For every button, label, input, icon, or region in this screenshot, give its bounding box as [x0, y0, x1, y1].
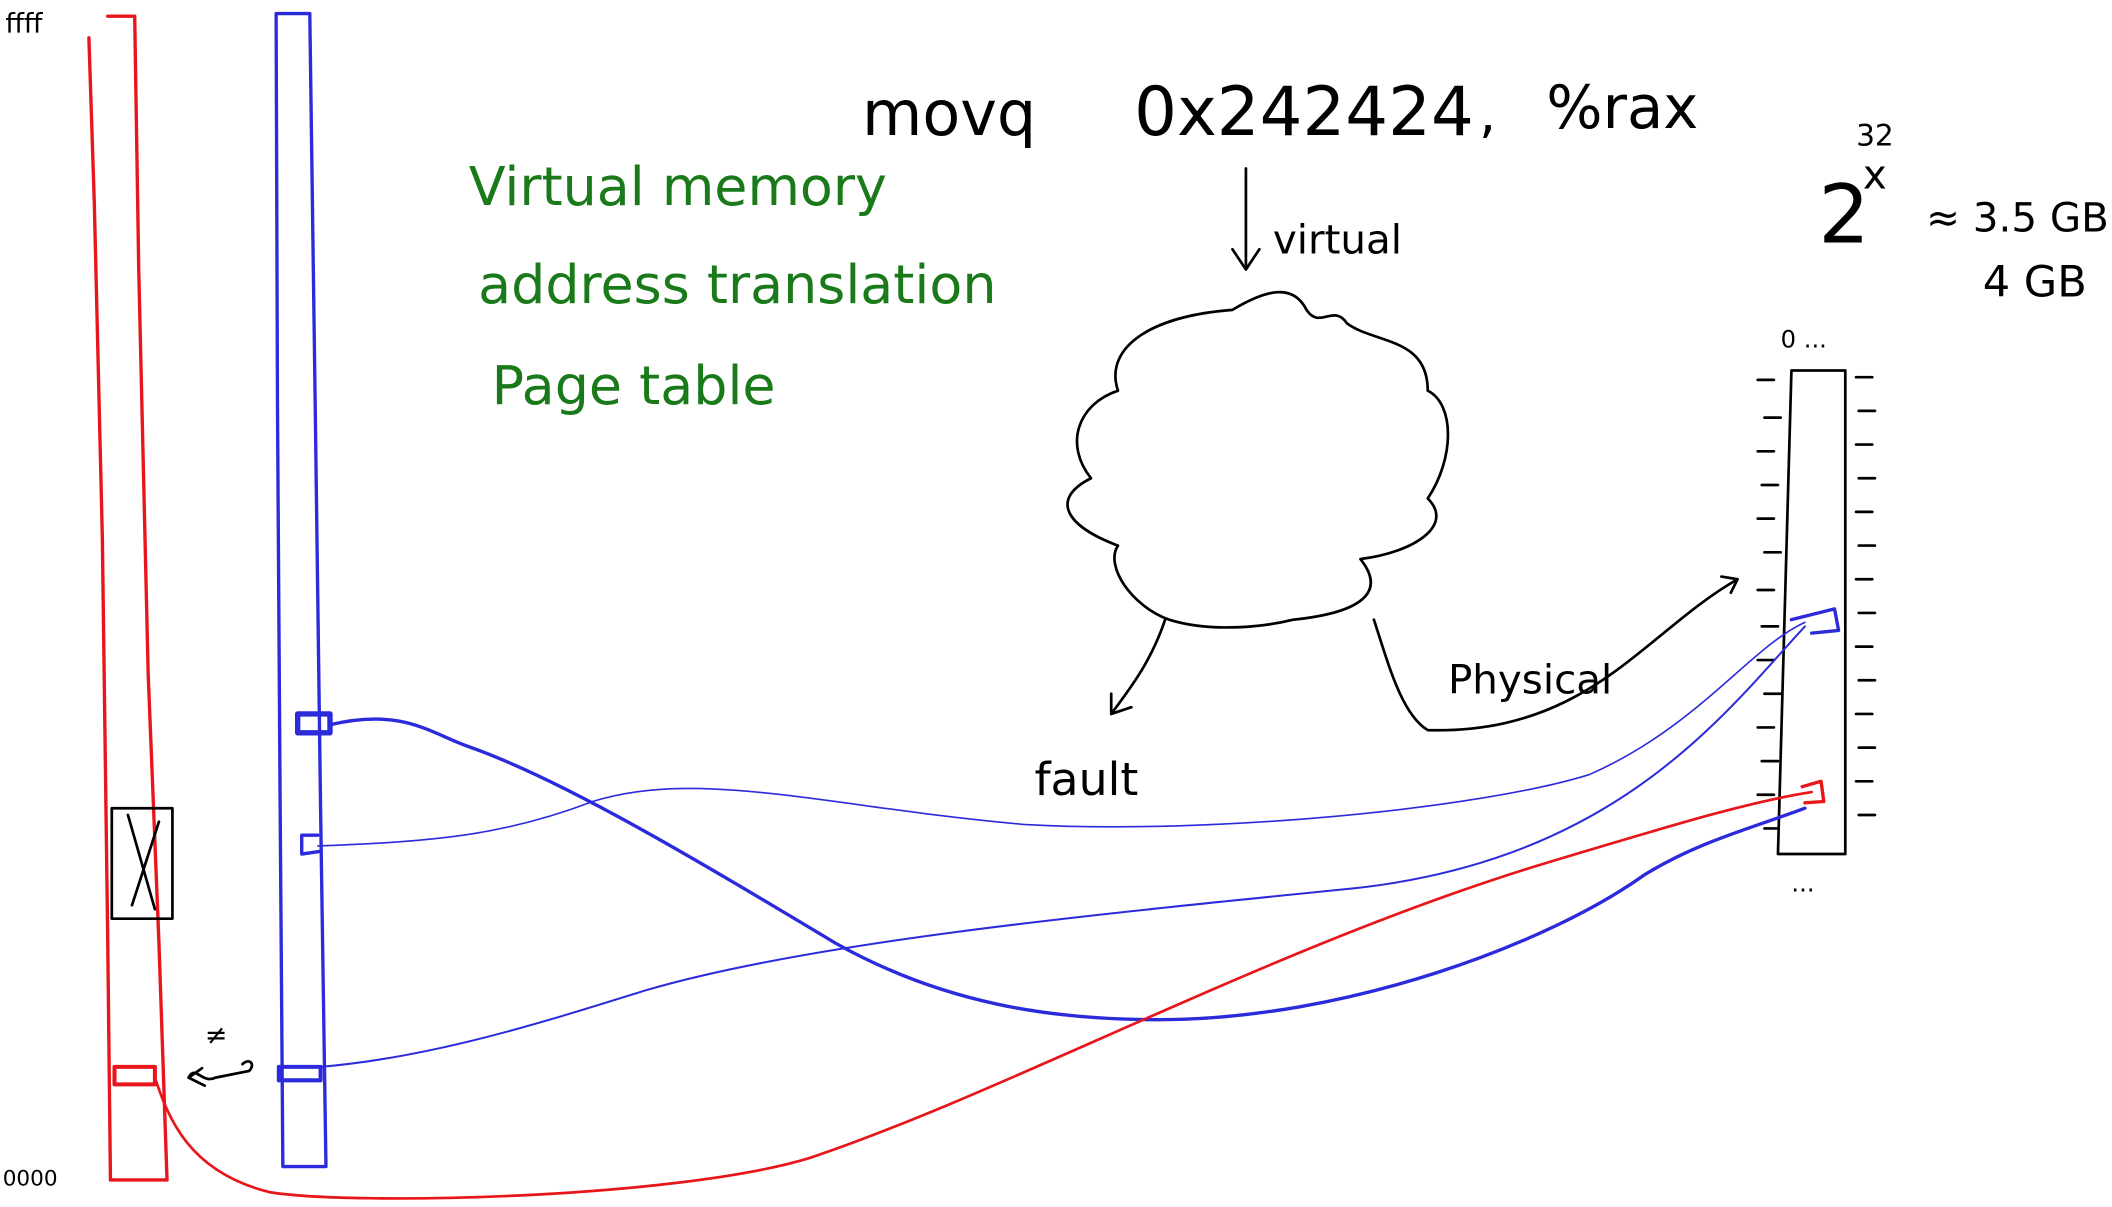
physical-blue-frame	[1791, 609, 1838, 633]
memory-top: 0 ...	[1781, 325, 1827, 354]
opcode: movq	[862, 77, 1036, 150]
bottom-address: 0000	[3, 1166, 58, 1191]
virtual-label: virtual	[1273, 215, 1402, 263]
register: %rax	[1546, 73, 1698, 142]
size-variable: x	[1863, 151, 1887, 199]
physical-arrow	[1374, 577, 1738, 731]
red-address-space	[89, 16, 167, 1180]
mapping-curve	[155, 792, 1812, 1198]
size-total: 4 GB	[1983, 257, 2087, 307]
fault-label: fault	[1034, 752, 1138, 806]
virtual-arrow	[1232, 168, 1259, 269]
size-exponent: 32	[1856, 118, 1894, 153]
operand: 0x242424	[1134, 72, 1474, 151]
blue-address-space	[276, 14, 330, 1167]
size-approx: ≈ 3.5 GB	[1926, 194, 2109, 242]
note: Virtual memory	[469, 155, 887, 218]
physical-label: Physical	[1448, 656, 1612, 704]
comma: ,	[1479, 82, 1496, 145]
page: ffff 0000 ≠ movq 0x242424 , %rax Virtual…	[0, 0, 2112, 1207]
note: Page table	[492, 354, 776, 417]
not-equal-arrow	[189, 1061, 252, 1085]
not-equal: ≠	[205, 1020, 228, 1051]
translation-cloud	[1068, 292, 1448, 627]
fault-arrow	[1111, 620, 1165, 714]
note: address translation	[478, 253, 996, 316]
top-address: ffff	[5, 8, 44, 39]
whiteboard: ffff 0000 ≠ movq 0x242424 , %rax Virtual…	[0, 0, 2112, 1207]
memory-bottom: ...	[1791, 869, 1814, 898]
